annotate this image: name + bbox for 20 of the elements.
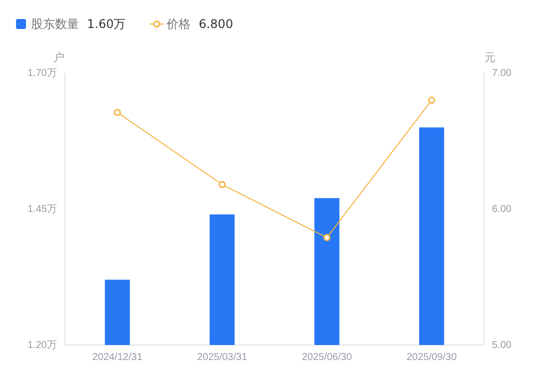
y2-tick-label: 7.00 (492, 68, 512, 80)
x-tick-label: 2025/09/30 (406, 352, 458, 364)
text: 1.60万 (87, 17, 126, 31)
x-tick-label: 2025/06/30 (302, 352, 352, 364)
text: 6.800 (198, 17, 234, 31)
y-tick-label: 1.20万 (28, 340, 57, 352)
legend-label: 股东数量 (31, 17, 79, 31)
y2-axis-title: 元 (484, 51, 496, 64)
y-tick-label: 1.45万 (28, 204, 57, 216)
x-tick-label: 2024/12/31 (92, 352, 143, 364)
point (114, 108, 121, 116)
y-axis-title: 户 (54, 51, 64, 64)
point (218, 180, 226, 188)
legend-label: 价格 (166, 17, 191, 31)
x-tick-label: 2025/03/31 (197, 352, 248, 364)
point (428, 96, 436, 104)
y-tick-label: 1.70万 (28, 68, 57, 80)
point (323, 234, 330, 242)
y2-tick-label: 5.00 (492, 340, 512, 352)
y2-tick-label: 6.00 (492, 204, 512, 216)
